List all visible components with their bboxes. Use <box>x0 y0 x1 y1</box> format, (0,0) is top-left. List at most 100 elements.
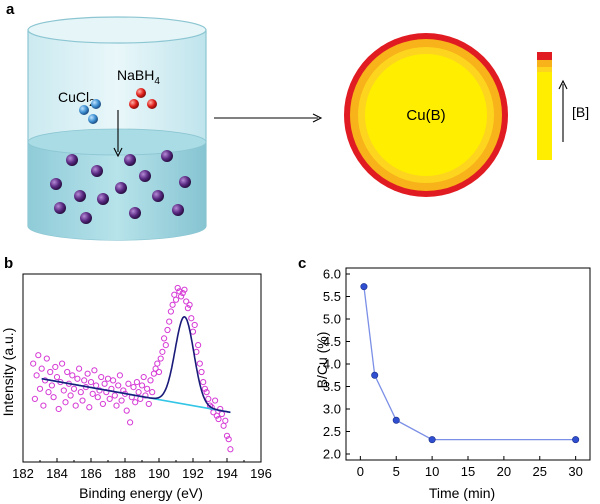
data-point <box>72 402 79 409</box>
data-point <box>79 397 86 404</box>
y-tick-label: 3.0 <box>323 402 341 417</box>
nanoparticle <box>91 165 103 177</box>
data-point <box>111 392 118 399</box>
data-point <box>110 377 117 384</box>
data-point <box>225 436 232 443</box>
gradient-amber <box>537 67 552 72</box>
data-point <box>159 348 166 355</box>
data-point <box>212 397 219 404</box>
data-point <box>53 373 61 381</box>
data-point <box>101 380 108 387</box>
x-tick-label: 196 <box>250 466 272 481</box>
data-point <box>115 382 122 389</box>
data-point <box>166 318 173 325</box>
data-point <box>70 385 78 392</box>
data-point <box>47 368 54 376</box>
data-point <box>227 446 234 453</box>
data-point <box>67 392 74 399</box>
data-point <box>123 407 130 414</box>
data-point <box>30 360 37 367</box>
data-point <box>178 293 185 300</box>
data-point <box>77 389 84 396</box>
x-tick-label: 5 <box>393 464 400 479</box>
x-tick-label: 0 <box>357 464 364 479</box>
data-point <box>572 436 580 444</box>
data-point <box>138 382 146 389</box>
x-tick-label: 25 <box>533 464 547 479</box>
data-point <box>149 389 156 396</box>
panel-b-xlabel: Binding energy (eV) <box>79 485 203 501</box>
panel-b-label: b <box>4 255 13 272</box>
data-point <box>155 368 163 376</box>
x-tick-label: 20 <box>497 464 511 479</box>
data-point <box>144 385 151 392</box>
y-tick-label: 2.0 <box>323 447 341 462</box>
nanoparticle <box>139 170 151 182</box>
data-point <box>371 371 379 379</box>
bh4-ion <box>147 99 157 109</box>
gradient-red <box>537 52 552 60</box>
data-point <box>59 360 66 367</box>
data-point <box>169 301 176 308</box>
cu-ions <box>79 99 101 124</box>
data-point <box>116 372 124 379</box>
nanoparticle <box>54 202 66 214</box>
data-point <box>113 402 120 409</box>
data-point <box>147 377 154 384</box>
product-label: Cu(B) <box>406 107 445 124</box>
bh4-ions <box>129 88 157 109</box>
y-tick-label: 6.0 <box>323 267 341 282</box>
data-point <box>106 395 113 402</box>
data-point <box>86 404 93 411</box>
data-point <box>142 392 149 399</box>
data-point <box>98 373 105 381</box>
data-point <box>186 301 193 308</box>
fit-curve <box>41 315 231 414</box>
data-point <box>87 378 95 386</box>
x-tick-label: 30 <box>568 464 582 479</box>
nanoparticle <box>66 154 78 166</box>
panel-a: a CuCl2 <box>6 1 589 241</box>
y-tick-label: 4.0 <box>323 357 341 372</box>
data-point <box>127 419 134 426</box>
data-point <box>184 305 191 312</box>
data-point <box>218 410 225 418</box>
nanoparticle <box>172 204 184 216</box>
panel-c: c B/Cu (%) Time (min) 0 5 10 15 20 25 30 2.0 2.5… <box>298 255 591 501</box>
data-point <box>220 422 227 429</box>
data-point <box>135 389 142 396</box>
data-point <box>132 399 139 406</box>
liquid-surface <box>27 128 207 156</box>
data-point <box>93 382 100 389</box>
panel-b: b Intensity (a.u.) Binding energy (eV) 1… <box>0 255 272 501</box>
data-point <box>161 335 168 342</box>
data-point <box>223 432 231 439</box>
data-point <box>50 394 57 401</box>
cu-ion <box>88 114 98 124</box>
panel-a-label: a <box>6 1 15 18</box>
data-point <box>40 402 47 409</box>
data-point <box>84 370 91 377</box>
data-point <box>94 394 101 401</box>
data-point <box>96 387 103 394</box>
gradient-arrow-head <box>558 79 568 90</box>
nanoparticle <box>74 190 86 202</box>
data-point <box>48 382 56 389</box>
cu-b-particle: Cu(B) <box>344 33 508 197</box>
panel-c-xlabel: Time (min) <box>429 485 495 501</box>
x-tick-label: 190 <box>148 466 170 481</box>
y-tick-label: 5.0 <box>323 312 341 327</box>
data-point <box>31 395 39 402</box>
data-point <box>140 373 147 381</box>
y-tick-label: 3.5 <box>323 379 341 394</box>
data-point <box>38 365 45 372</box>
panel-c-label: c <box>298 255 306 272</box>
data-point <box>76 365 83 372</box>
x-tick-label: 182 <box>12 466 34 481</box>
data-point <box>360 283 368 291</box>
data-point <box>164 326 171 334</box>
data-point <box>35 352 42 359</box>
plot-frame <box>345 267 591 461</box>
bh4-ion <box>136 88 146 98</box>
